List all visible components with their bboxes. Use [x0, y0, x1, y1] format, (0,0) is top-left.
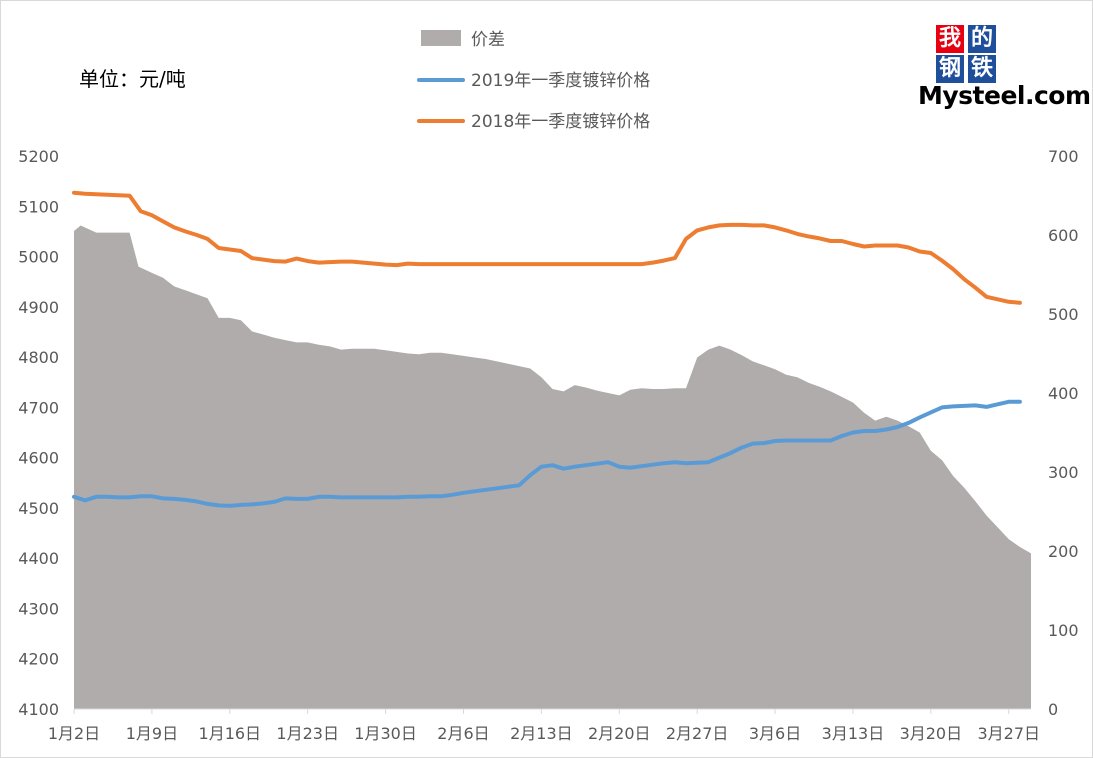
- x-tick-label: 3月6日: [749, 724, 801, 743]
- right-tick-label: 300: [1048, 463, 1079, 482]
- x-tick-label: 1月30日: [354, 724, 417, 743]
- right-tick-label: 400: [1048, 384, 1079, 403]
- x-tick-label: 1月16日: [199, 724, 262, 743]
- series-line-2019: [72, 399, 1022, 508]
- legend-swatch-spread: [421, 30, 461, 46]
- left-tick-label: 4700: [18, 398, 59, 417]
- logo-char-2: 的: [968, 25, 996, 53]
- x-tick-label: 2月20日: [588, 724, 651, 743]
- logo-wordmark: Mysteel.com: [918, 81, 1091, 110]
- logo-char-1: 我: [936, 25, 964, 53]
- left-tick-label: 4100: [18, 700, 59, 719]
- legend-item-spread-label: 价差: [471, 30, 505, 50]
- left-tick-label: 5000: [18, 248, 59, 267]
- left-axis: 4100 4200 4300 4400 4500 4600 4700 4800 4900 5000…: [18, 147, 59, 719]
- x-axis: 1月2日 1月9日 1月16日 1月23日 1月30日 2月6日 2月13日 2月20日 2月2…: [48, 708, 1040, 743]
- left-tick-label: 4800: [18, 348, 59, 367]
- x-tick-label: 1月23日: [276, 724, 339, 743]
- right-tick-label: 200: [1048, 542, 1079, 561]
- mysteel-logo: 我 的 钢 铁 Mysteel.com: [916, 23, 1091, 115]
- x-tick-label: 2月27日: [666, 724, 729, 743]
- left-tick-label: 4300: [18, 599, 59, 618]
- unit-label: 单位：元/吨: [79, 67, 186, 91]
- logo-char-4: 铁: [968, 55, 996, 83]
- left-tick-label: 4500: [18, 499, 59, 518]
- x-tick-label: 2月13日: [510, 724, 573, 743]
- x-tick-label: 3月13日: [822, 724, 885, 743]
- x-tick-label: 2月6日: [437, 724, 489, 743]
- right-axis: 0 100 200 300 400 500 600 700: [1048, 147, 1079, 719]
- right-tick-label: 0: [1048, 700, 1058, 719]
- right-tick-label: 100: [1048, 621, 1079, 640]
- x-tick-label: 1月2日: [48, 724, 100, 743]
- series-line-2018: [72, 190, 1022, 305]
- logo-char-3: 钢: [936, 55, 964, 83]
- x-tick-label: 3月27日: [977, 724, 1040, 743]
- x-tick-label: 1月9日: [126, 724, 178, 743]
- left-tick-label: 4600: [18, 449, 59, 468]
- left-tick-label: 4200: [18, 650, 59, 669]
- left-tick-label: 5200: [18, 147, 59, 166]
- left-tick-label: 4900: [18, 298, 59, 317]
- legend-item-2019-label: 2019年一季度镀锌价格: [471, 71, 650, 91]
- legend-item-2018-label: 2018年一季度镀锌价格: [471, 112, 650, 132]
- x-tick-label: 3月20日: [900, 724, 963, 743]
- right-tick-label: 700: [1048, 147, 1079, 166]
- legend: 价差 2019年一季度镀锌价格 2018年一季度镀锌价格: [417, 30, 650, 132]
- price-lines-layer: [72, 190, 1022, 508]
- left-tick-label: 4400: [18, 549, 59, 568]
- right-tick-label: 600: [1048, 226, 1079, 245]
- left-tick-label: 5100: [18, 197, 59, 216]
- right-tick-label: 500: [1048, 305, 1079, 324]
